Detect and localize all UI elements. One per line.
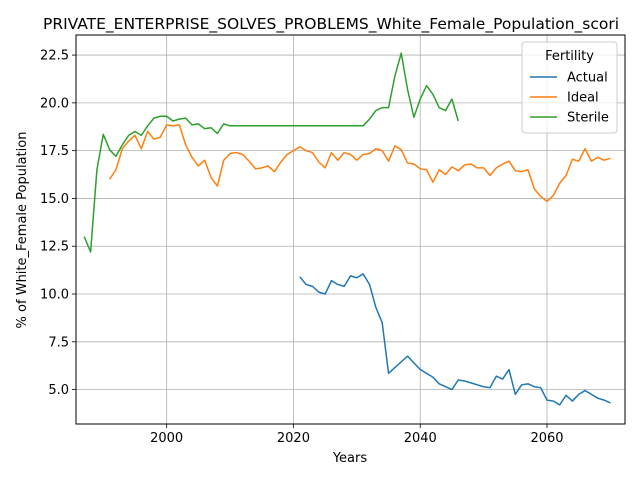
x-tick-label: 2020 bbox=[277, 431, 310, 446]
y-tick-label: 5.0 bbox=[48, 383, 69, 398]
x-tick-label: 2060 bbox=[530, 431, 563, 446]
y-tick-label: 22.5 bbox=[40, 49, 69, 64]
y-tick-label: 7.5 bbox=[48, 335, 69, 350]
y-tick-label: 17.5 bbox=[40, 144, 69, 159]
x-tick-label: 2000 bbox=[150, 431, 183, 446]
chart-title: PRIVATE_ENTERPRISE_SOLVES_PROBLEMS_White… bbox=[43, 15, 619, 34]
y-tick-label: 20.0 bbox=[40, 96, 69, 111]
legend-label-actual: Actual bbox=[567, 71, 608, 86]
y-tick-label: 15.0 bbox=[40, 192, 69, 207]
legend-label-ideal: Ideal bbox=[567, 91, 599, 106]
y-tick-label: 10.0 bbox=[40, 288, 69, 303]
y-tick-label: 12.5 bbox=[40, 240, 69, 255]
legend-label-sterile: Sterile bbox=[567, 111, 609, 126]
x-axis-label: Years bbox=[332, 451, 368, 466]
y-axis-label: % of White_Female Population bbox=[15, 132, 30, 329]
legend: Fertility Actual Ideal Sterile bbox=[522, 42, 617, 133]
legend-title: Fertility bbox=[545, 49, 594, 64]
x-tick-label: 2040 bbox=[404, 431, 437, 446]
